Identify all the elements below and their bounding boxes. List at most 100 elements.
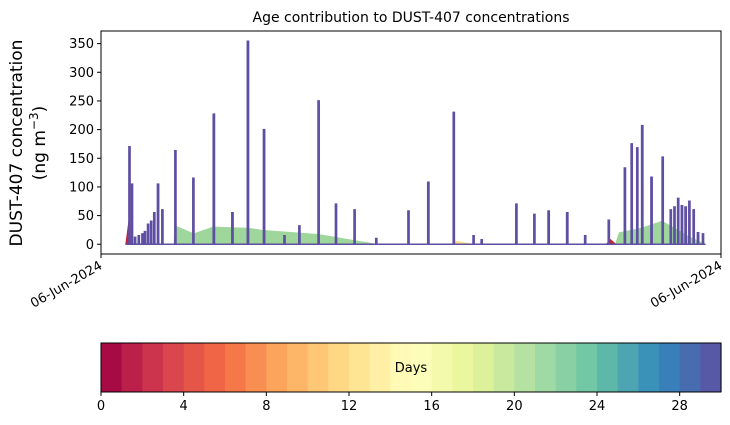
series-spike [231,211,234,245]
series-spike [676,197,680,245]
series-spike [533,213,536,245]
series-spike [684,206,688,245]
series-spike [353,209,356,245]
series-spike [130,183,134,245]
series-spike [141,233,144,245]
colorbar-bin [411,343,433,392]
series-spike [515,203,518,245]
series-spike [692,209,696,245]
series-spike [334,203,338,245]
series-spike [161,209,164,245]
plot-frame [100,30,722,255]
series-spike [149,220,153,245]
series-spike [192,177,195,245]
y-tick-label: 300 [69,66,94,81]
colorbar-label: Days [395,361,428,376]
series-spike [246,40,250,245]
series-spike [607,219,611,245]
colorbar-bin [245,343,267,392]
series-spike [640,124,644,245]
series-spike [146,223,150,245]
colorbar-bin [349,343,371,392]
y-tick-label: 250 [69,94,94,109]
colorbar-bin [555,343,577,392]
series-spike [426,181,430,245]
series-spike [283,234,286,245]
series-spike [669,209,673,245]
series-spike [407,210,410,245]
colorbar-bin [431,343,453,392]
x-axis: 06-Jun-2024 06-Jun-2024 [28,254,725,311]
colorbar-tick-label: 20 [506,399,523,414]
y-axis-label: DUST-407 concentration (ng m−3) [7,40,50,247]
colorbar-bin [638,343,660,392]
colorbar-bin [514,343,536,392]
colorbar-tick-label: 8 [262,399,270,414]
series-spike [137,234,141,245]
y-tick-label: 350 [69,37,94,52]
y-tick-label: 100 [69,180,94,195]
colorbar-bin [452,343,474,392]
series-spike [623,167,627,245]
colorbar-tick-label: 0 [97,399,105,414]
series-spike [374,237,378,245]
y-tick-label: 150 [69,152,94,167]
colorbar-bin [493,343,515,392]
colorbar-bin [328,343,350,392]
colorbar-tick-label: 16 [423,399,440,414]
series-spike [480,238,484,245]
series-spike [680,205,684,245]
series-spike [133,236,137,245]
x-tick-label: 06-Jun-2024 [648,258,725,311]
chart-title: Age contribution to DUST-407 concentrati… [253,10,570,26]
colorbar-bin [576,343,598,392]
series-spike [317,100,320,245]
series-spike [298,225,301,245]
colorbar-bin [121,343,143,392]
colorbar-bin [266,343,288,392]
series-spike [174,150,177,245]
colorbar-frame [100,342,722,393]
series-spike [635,147,639,245]
series-spike [152,211,156,245]
colorbar-bin [369,343,391,392]
colorbar-bin [617,343,639,392]
colorbar-bin [390,343,412,392]
colorbar-bin [204,343,226,392]
series-spike [688,200,691,245]
y-tick-label: 0 [86,238,94,253]
series-spike [452,111,456,245]
colorbar-bin [307,343,329,392]
colorbar-bin [535,343,557,392]
colorbar-bin [225,343,247,392]
colorbar-tick-label: 28 [671,399,688,414]
colorbar-tick-label: 4 [180,399,188,414]
colorbar-tick-label: 12 [341,399,358,414]
series-spike [547,210,551,245]
y-axis-label-line1: DUST-407 concentration [7,40,27,247]
series-spike [673,206,676,245]
y-tick-label: 200 [69,123,94,138]
colorbar-bin [142,343,164,392]
colorbar-axis: 0 4 8 12 16 20 24 28 [97,392,688,414]
series-spike [650,176,653,245]
series-spike [212,113,216,245]
colorbar-bin [597,343,619,392]
x-tick-label: 06-Jun-2024 [28,258,105,311]
total-concentration-series [125,40,706,246]
series-spike [565,211,569,245]
colorbar-bin [679,343,701,392]
colorbar-bin [659,343,681,392]
y-tick-label: 50 [77,209,94,224]
colorbar-bin [183,343,205,392]
y-axis: 0 50 100 150 200 250 300 350 [69,37,101,253]
series-spike [630,143,634,245]
colorbar-bin [473,343,495,392]
colorbar-tick-label: 24 [589,399,606,414]
series-spike [583,234,587,245]
colorbar [100,342,722,393]
series-spike [472,234,475,245]
series-spike [262,128,266,245]
series-spike [156,183,160,245]
